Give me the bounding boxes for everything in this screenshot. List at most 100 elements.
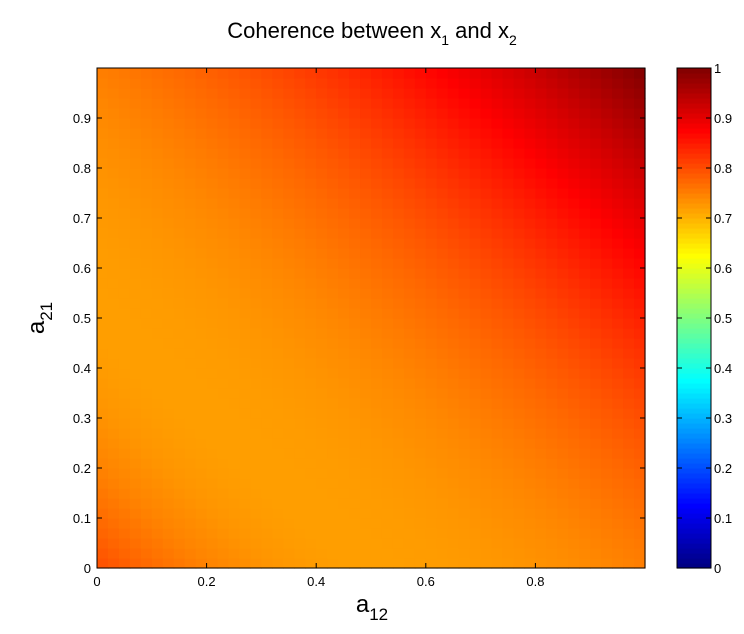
heatmap-cell bbox=[458, 488, 471, 499]
heatmap-cell bbox=[568, 188, 580, 199]
heatmap-cell bbox=[195, 458, 208, 469]
heatmap-cell bbox=[294, 78, 306, 89]
heatmap-cell bbox=[612, 168, 624, 179]
colorbar-segment bbox=[677, 198, 711, 204]
heatmap-cell bbox=[239, 88, 252, 99]
heatmap-cell bbox=[294, 188, 306, 199]
heatmap-cell bbox=[283, 358, 295, 369]
heatmap-cell bbox=[469, 428, 482, 439]
heatmap-cell bbox=[458, 218, 471, 229]
heatmap-cell bbox=[447, 398, 460, 409]
heatmap-cell bbox=[97, 438, 109, 449]
heatmap-cell bbox=[107, 358, 120, 369]
heatmap-cell bbox=[502, 458, 515, 469]
heatmap-cell bbox=[349, 348, 361, 359]
heatmap-cell bbox=[535, 208, 547, 219]
heatmap-cell bbox=[612, 468, 624, 479]
heatmap-cell bbox=[151, 258, 164, 269]
heatmap-cell bbox=[294, 478, 306, 489]
heatmap-cell bbox=[623, 448, 635, 459]
heatmap-cell bbox=[502, 508, 515, 519]
heatmap-cell bbox=[305, 438, 317, 449]
heatmap-cell bbox=[250, 408, 262, 419]
heatmap-cell bbox=[381, 158, 394, 169]
heatmap-cell bbox=[447, 128, 460, 139]
heatmap-cell bbox=[162, 418, 175, 429]
heatmap-cell bbox=[601, 488, 613, 499]
heatmap-cell bbox=[381, 448, 394, 459]
heatmap-cell bbox=[261, 368, 273, 379]
heatmap-cell bbox=[403, 428, 416, 439]
heatmap-cell bbox=[294, 448, 306, 459]
heatmap-cell bbox=[107, 108, 120, 119]
heatmap-cell bbox=[129, 408, 142, 419]
heatmap-cell bbox=[206, 528, 219, 539]
heatmap-cell bbox=[392, 358, 405, 369]
heatmap-cell bbox=[250, 308, 262, 319]
heatmap-cell bbox=[349, 488, 361, 499]
heatmap-cell bbox=[107, 468, 120, 479]
heatmap-cell bbox=[425, 398, 438, 409]
heatmap-cell bbox=[524, 508, 536, 519]
heatmap-cell bbox=[338, 558, 350, 569]
heatmap-cell bbox=[447, 78, 460, 89]
heatmap-cell bbox=[272, 218, 284, 229]
heatmap-cell bbox=[283, 448, 295, 459]
heatmap-cell bbox=[140, 178, 153, 189]
heatmap-cell bbox=[371, 378, 383, 389]
heatmap-cell bbox=[206, 338, 219, 349]
heatmap-cell bbox=[590, 478, 602, 489]
heatmap-cell bbox=[612, 308, 624, 319]
heatmap-cell bbox=[469, 288, 482, 299]
heatmap-cell bbox=[425, 68, 438, 79]
heatmap-cell bbox=[118, 228, 131, 239]
heatmap-cell bbox=[612, 198, 624, 209]
heatmap-cell bbox=[305, 68, 317, 79]
heatmap-cell bbox=[469, 488, 482, 499]
heatmap-cell bbox=[239, 548, 252, 559]
heatmap-cell bbox=[546, 218, 558, 229]
heatmap-cell bbox=[568, 538, 580, 549]
heatmap-cell bbox=[327, 68, 339, 79]
heatmap-cell bbox=[546, 508, 558, 519]
heatmap-cell bbox=[557, 358, 569, 369]
heatmap-cell bbox=[436, 238, 449, 249]
heatmap-cell bbox=[338, 128, 350, 139]
heatmap-cell bbox=[250, 78, 262, 89]
heatmap-cell bbox=[107, 418, 120, 429]
heatmap-cell bbox=[107, 338, 120, 349]
heatmap-cell bbox=[129, 398, 142, 409]
heatmap-cell bbox=[381, 78, 394, 89]
heatmap-cell bbox=[491, 128, 504, 139]
heatmap-cell bbox=[590, 128, 602, 139]
heatmap-cell bbox=[546, 408, 558, 419]
heatmap-cell bbox=[173, 88, 186, 99]
heatmap-cell bbox=[283, 188, 295, 199]
heatmap-cell bbox=[623, 338, 635, 349]
heatmap-cell bbox=[436, 518, 449, 529]
heatmap-cell bbox=[97, 258, 109, 269]
heatmap-cell bbox=[491, 168, 504, 179]
heatmap-cell bbox=[513, 258, 526, 269]
heatmap-cell bbox=[173, 438, 186, 449]
heatmap-cell bbox=[151, 488, 164, 499]
heatmap-cell bbox=[601, 298, 613, 309]
heatmap-cell bbox=[469, 468, 482, 479]
heatmap-cell bbox=[403, 298, 416, 309]
heatmap-cell bbox=[305, 538, 317, 549]
heatmap-cell bbox=[294, 238, 306, 249]
heatmap-cell bbox=[349, 498, 361, 509]
heatmap-cell bbox=[447, 118, 460, 129]
y-tick-label: 0.8 bbox=[73, 161, 91, 176]
heatmap-cell bbox=[305, 248, 317, 259]
colorbar-segment bbox=[677, 278, 711, 284]
heatmap-cell bbox=[283, 258, 295, 269]
heatmap-cell bbox=[392, 478, 405, 489]
heatmap-cell bbox=[623, 518, 635, 529]
heatmap-cell bbox=[140, 288, 153, 299]
heatmap-cell bbox=[414, 418, 427, 429]
heatmap-cell bbox=[195, 208, 208, 219]
heatmap-cell bbox=[272, 418, 284, 429]
heatmap-cell bbox=[403, 438, 416, 449]
heatmap-cell bbox=[349, 418, 361, 429]
